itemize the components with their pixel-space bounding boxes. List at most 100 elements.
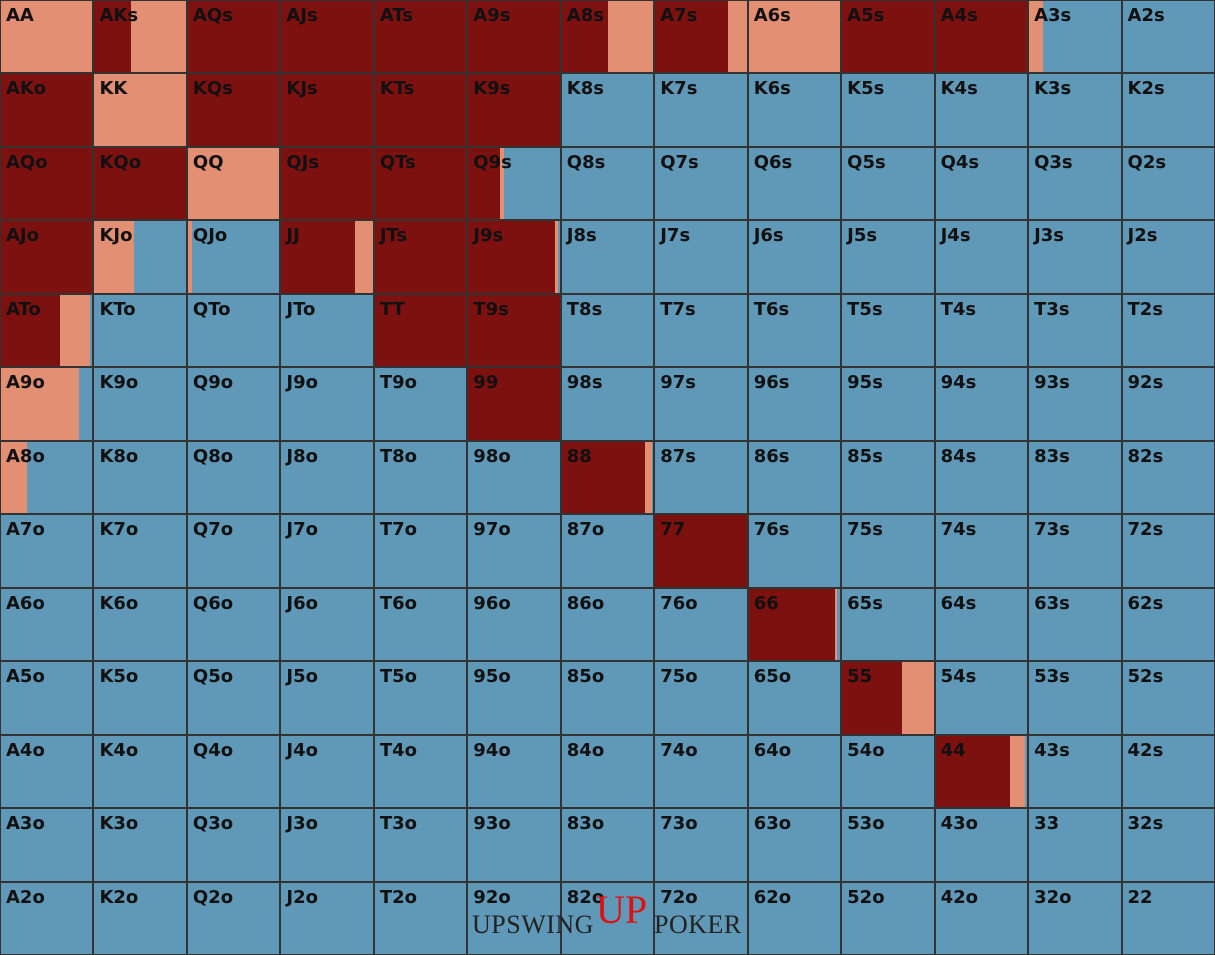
hand-cell: TT <box>373 293 468 368</box>
hand-label: 66 <box>753 592 779 614</box>
hand-cell: 92o <box>467 881 561 955</box>
hand-label: 76s <box>753 519 790 541</box>
hand-cell: 85o <box>560 661 655 735</box>
hand-cell: JTs <box>373 220 468 294</box>
call-segment <box>748 1 841 73</box>
hand-cell: 98s <box>560 367 655 441</box>
hand-label: 43o <box>940 813 979 835</box>
hand-cell: 96o <box>467 587 561 662</box>
hand-label: Q8o <box>192 445 234 467</box>
raise-segment <box>281 147 373 220</box>
hand-label: J4o <box>286 739 318 761</box>
hand-cell: KQo <box>93 146 187 221</box>
hand-cell: K7o <box>93 514 187 588</box>
hand-cell: ATs <box>373 0 468 74</box>
hand-label: 96s <box>753 372 790 394</box>
hand-label: 85s <box>847 445 883 467</box>
hand-cell: AKo <box>0 73 94 147</box>
hand-cell: A2o <box>0 881 94 955</box>
hand-cell: QJs <box>280 146 374 221</box>
call-segment <box>1 368 79 440</box>
hand-cell: 32s <box>1121 808 1215 882</box>
hand-label: 74s <box>940 519 977 541</box>
hand-cell: 44 <box>934 734 1029 809</box>
hand-cell: Q2o <box>186 881 281 955</box>
hand-cell: 32o <box>1028 881 1122 955</box>
hand-cell: Q6o <box>186 587 281 662</box>
hand-cell: AA <box>0 0 94 74</box>
hand-cell: J6s <box>747 220 842 294</box>
hand-label: Q6s <box>753 151 793 173</box>
hand-cell: Q7s <box>654 146 748 221</box>
hand-label: 32s <box>1127 813 1164 835</box>
hand-label: JTs <box>379 225 408 247</box>
hand-cell: 66 <box>747 587 842 662</box>
hand-label: 84o <box>566 739 605 761</box>
hand-label: Q3o <box>192 813 234 835</box>
hand-cell: 73o <box>654 808 748 882</box>
raise-segment <box>187 1 280 73</box>
hand-label: ATo <box>6 298 41 320</box>
raise-segment <box>935 735 1010 808</box>
hand-cell: J7s <box>654 220 748 294</box>
hand-label: K8s <box>566 78 604 100</box>
hand-label: A9s <box>473 5 511 26</box>
hand-cell: K8s <box>560 73 655 147</box>
hand-label: A7o <box>6 519 45 541</box>
hand-label: 93s <box>1034 372 1070 394</box>
hand-cell: J7o <box>280 514 374 588</box>
hand-cell: K2o <box>93 881 187 955</box>
hand-label: J9s <box>473 225 504 247</box>
hand-cell: K4o <box>93 734 187 809</box>
hand-cell: J2s <box>1121 220 1215 294</box>
raise-segment <box>94 147 186 220</box>
hand-label: J6s <box>753 225 784 247</box>
hand-cell: AQs <box>186 0 281 74</box>
call-segment <box>555 221 558 293</box>
hand-label: T2s <box>1127 298 1164 320</box>
hand-label: 85o <box>566 666 605 688</box>
hand-label: 82s <box>1127 445 1164 467</box>
hand-cell: KQs <box>186 73 281 147</box>
hand-cell: 54s <box>934 661 1029 735</box>
raise-segment <box>935 1 1028 73</box>
hand-label: 65s <box>847 592 883 614</box>
hand-label: J9o <box>286 372 318 394</box>
hand-label: 97o <box>473 519 511 541</box>
hand-label: 74o <box>660 739 698 761</box>
raise-segment <box>468 368 560 440</box>
hand-label: J3o <box>286 813 318 835</box>
hand-cell: 98o <box>467 440 561 515</box>
hand-cell: T6s <box>747 293 842 368</box>
hand-cell: 64s <box>934 587 1029 662</box>
raise-segment <box>842 1 934 73</box>
hand-label: AKo <box>6 78 46 100</box>
hand-label: K5o <box>99 666 139 688</box>
hand-cell: A9s <box>467 0 561 74</box>
hand-label: 33 <box>1034 813 1060 835</box>
hand-label: 75s <box>847 519 883 541</box>
hand-cell: KTs <box>373 73 468 147</box>
hand-cell: K6o <box>93 587 187 662</box>
hand-cell: Q5o <box>186 661 281 735</box>
hand-label: 75o <box>660 666 698 688</box>
hand-label: 92s <box>1127 372 1164 394</box>
raise-segment <box>468 1 560 73</box>
hand-cell: 97o <box>467 514 561 588</box>
hand-label: T7s <box>660 298 696 320</box>
hand-label: K9s <box>473 78 511 100</box>
hand-label: 72s <box>1127 519 1164 541</box>
hand-cell: T8o <box>373 440 468 515</box>
hand-label: 64o <box>753 739 792 761</box>
raise-segment <box>1 221 93 293</box>
hand-label: K7s <box>660 78 698 100</box>
hand-label: K9o <box>99 372 139 394</box>
hand-label: 54o <box>847 739 885 761</box>
hand-cell: T7s <box>654 293 748 368</box>
hand-label: 94o <box>473 739 511 761</box>
hand-cell: A2s <box>1121 0 1215 74</box>
hand-cell: J3o <box>280 808 374 882</box>
hand-cell: K9o <box>93 367 187 441</box>
hand-label: 73o <box>660 813 698 835</box>
hand-cell: Q9s <box>467 146 561 221</box>
